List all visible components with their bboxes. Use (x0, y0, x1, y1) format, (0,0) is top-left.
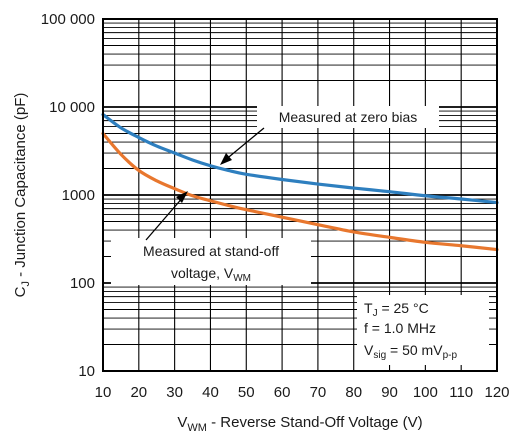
condition-tj-rest: = 25 °C (378, 300, 429, 316)
condition-vsig-sub: sig (373, 350, 386, 361)
condition-tj: TJ = 25 °C (364, 300, 429, 319)
y-tick-label-1000: 1000 (62, 187, 95, 204)
y-tick-label-100000: 100 000 (41, 11, 95, 28)
y-tick-labels: 100 000 10 000 1000 100 10 (41, 11, 95, 380)
annotation-standoff: Measured at stand-off voltage, VWM (111, 191, 311, 285)
condition-vsig-sub2: p-p (443, 350, 458, 361)
x-axis-title: VWM - Reverse Stand-Off Voltage (V) (177, 414, 422, 434)
x-tick-label-120: 120 (484, 384, 509, 401)
annotation-standoff-line1: Measured at stand-off (143, 243, 279, 259)
x-tick-label-10: 10 (95, 384, 112, 401)
condition-tj-main: T (364, 300, 373, 316)
annotation-zero-bias: Measured at zero bias (220, 106, 439, 165)
x-tick-labels: 10 20 30 40 50 60 70 80 90 100 110 120 (95, 384, 510, 401)
series-layer (101, 112, 499, 252)
annotation-standoff-line2-main: voltage, V (171, 265, 234, 281)
x-tick-label-80: 80 (345, 384, 362, 401)
annotation-zero-bias-arrowhead (220, 153, 232, 165)
conditions-box-bg (357, 295, 489, 365)
x-tick-label-50: 50 (238, 384, 255, 401)
annotation-standoff-arrow (145, 195, 185, 241)
annotation-zero-bias-text: Measured at zero bias (279, 109, 418, 125)
condition-vsig: Vsig = 50 mVp-p (364, 342, 457, 361)
y-tick-label-10000: 10 000 (49, 99, 95, 116)
x-tick-label-110: 110 (449, 384, 473, 401)
plot-frame (102, 18, 498, 372)
x-tick-label-90: 90 (381, 384, 398, 401)
x-tick-label-20: 20 (130, 384, 147, 401)
y-axis-title-main: C (12, 286, 29, 297)
y-axis-title-sub: J (20, 281, 32, 287)
x-axis-title-rest: - Reverse Stand-Off Voltage (V) (207, 414, 423, 431)
x-tick-label-70: 70 (310, 384, 327, 401)
conditions-box: TJ = 25 °C f = 1.0 MHz Vsig = 50 mVp-p (357, 295, 489, 365)
x-tick-label-100: 100 (413, 384, 438, 401)
annotation-standoff-box (111, 238, 311, 285)
annotation-standoff-line2: voltage, VWM (171, 265, 251, 284)
condition-vsig-main: V (364, 342, 374, 358)
y-tick-label-10: 10 (78, 363, 95, 380)
annotation-standoff-line2-sub: WM (233, 273, 251, 284)
y-axis-title-rest: - Junction Capacitance (pF) (12, 93, 29, 281)
series-line-standoff-voltage (101, 131, 499, 252)
annotation-zero-bias-box (257, 106, 439, 128)
y-tick-label-100: 100 (70, 275, 95, 292)
series-line-zero-bias (101, 112, 499, 205)
x-tick-label-40: 40 (202, 384, 219, 401)
condition-vsig-rest: = 50 mV (386, 342, 443, 358)
annotation-standoff-arrowhead (176, 191, 188, 203)
x-axis-title-main: V (177, 414, 187, 431)
y-axis-title: CJ - Junction Capacitance (pF) (12, 93, 32, 298)
x-axis-title-sub: WM (187, 422, 207, 434)
condition-frequency: f = 1.0 MHz (364, 320, 436, 336)
x-tick-label-60: 60 (274, 384, 291, 401)
annotation-zero-bias-arrow (223, 127, 265, 162)
x-tick-label-30: 30 (166, 384, 183, 401)
condition-tj-sub: J (373, 308, 378, 319)
